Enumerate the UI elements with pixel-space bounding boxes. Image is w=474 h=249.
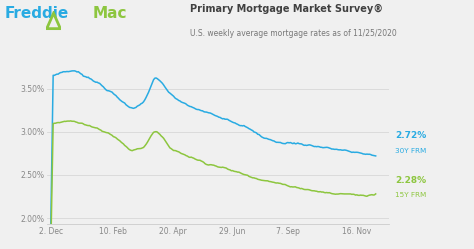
Text: 15Y FRM: 15Y FRM — [395, 192, 427, 198]
Text: 30Y FRM: 30Y FRM — [395, 148, 427, 154]
Text: Primary Mortgage Market Survey®: Primary Mortgage Market Survey® — [190, 4, 383, 14]
Text: 2.28%: 2.28% — [395, 176, 427, 185]
Text: Mac: Mac — [92, 6, 127, 21]
Text: U.S. weekly average mortgage rates as of 11/25/2020: U.S. weekly average mortgage rates as of… — [190, 29, 396, 38]
Text: 2.72%: 2.72% — [395, 131, 427, 140]
Text: Freddie: Freddie — [5, 6, 69, 21]
